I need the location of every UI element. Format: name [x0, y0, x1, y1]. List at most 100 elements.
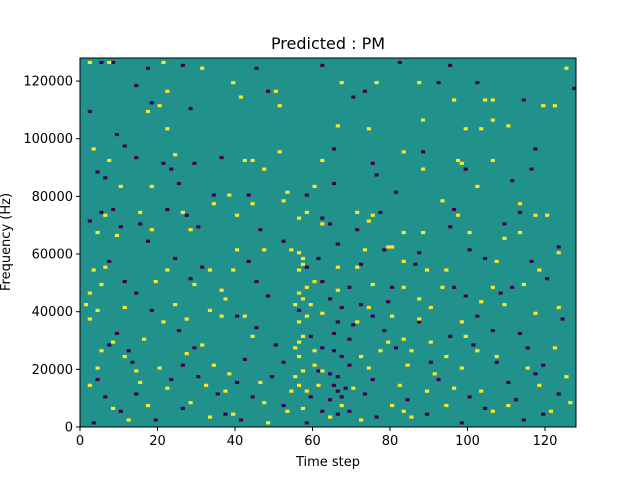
heatmap-cell-high: [475, 184, 480, 189]
heatmap-cell-low: [145, 66, 151, 70]
heatmap-cell-low: [169, 377, 174, 382]
heatmap-cell-high: [490, 98, 495, 102]
heatmap-cell-low: [188, 277, 193, 281]
heatmap-cell-high: [173, 303, 178, 307]
heatmap-cell-high: [552, 104, 557, 108]
heatmap-cell-low: [459, 421, 464, 425]
heatmap-cell-low: [328, 372, 333, 376]
heatmap-cell-low: [335, 320, 340, 324]
heatmap-cell-high: [223, 389, 228, 393]
heatmap-cell-low: [254, 326, 259, 330]
heatmap-cell-low: [436, 81, 441, 85]
heatmap-cell-high: [428, 340, 433, 344]
heatmap-cell-high: [289, 248, 294, 252]
heatmap-cell-high: [297, 216, 302, 220]
heatmap-cell-low: [246, 193, 251, 197]
heatmap-cell-high: [188, 401, 193, 405]
heatmap-cell-high: [300, 256, 306, 261]
heatmap-cell-high: [87, 317, 92, 321]
heatmap-cell-high: [459, 320, 464, 324]
heatmap-cell-low: [390, 285, 395, 289]
heatmap-cell-low: [103, 176, 108, 180]
heatmap-cell-high: [452, 386, 457, 390]
heatmap-cell-low: [370, 314, 375, 318]
heatmap-cell-high: [521, 282, 526, 287]
y-tick-label: 20000: [32, 363, 73, 378]
heatmap-cell-high: [200, 343, 205, 347]
heatmap-cell-high: [467, 230, 472, 235]
heatmap-cell-high: [320, 369, 325, 373]
heatmap-cell-low: [529, 167, 534, 171]
heatmap-cell-high: [417, 317, 422, 321]
heatmap-cell-low: [335, 389, 340, 393]
heatmap-cell-high: [320, 158, 325, 163]
heatmap-cell-high: [297, 354, 302, 359]
heatmap-cell-high: [444, 403, 449, 408]
heatmap-cell-high: [266, 421, 271, 425]
heatmap-cell-high: [149, 228, 154, 232]
heatmap-cell-high: [142, 337, 147, 341]
heatmap-cell-high: [235, 248, 240, 252]
heatmap-cell-high: [111, 340, 116, 344]
heatmap-cell-high: [250, 202, 255, 206]
heatmap-cell-high: [204, 383, 209, 387]
heatmap-cell-high: [401, 285, 406, 289]
heatmap-cell-low: [386, 300, 391, 304]
heatmap-cell-low: [196, 225, 201, 229]
heatmap-cell-high: [440, 199, 445, 203]
heatmap-cell-low: [176, 181, 182, 186]
heatmap-cell-high: [506, 124, 511, 128]
heatmap-cell-low: [343, 386, 348, 390]
heatmap-cell-low: [114, 331, 120, 336]
heatmap-cell-low: [111, 60, 116, 65]
heatmap-cell-high: [417, 81, 422, 85]
heatmap-cell-low: [521, 98, 526, 102]
heatmap-cell-high: [231, 412, 236, 416]
heatmap-cell-low: [126, 349, 131, 353]
heatmap-cell-low: [87, 109, 92, 114]
heatmap-cell-low: [351, 95, 356, 99]
heatmap-cell-high: [502, 236, 507, 240]
x-tick-label: 20: [149, 434, 166, 449]
heatmap-cell-high: [99, 349, 104, 353]
heatmap-cell-high: [548, 409, 554, 413]
heatmap-cell-high: [300, 297, 306, 301]
heatmap-cell-high: [161, 60, 166, 65]
heatmap-cell-high: [262, 167, 267, 171]
heatmap-cell-low: [475, 81, 480, 85]
heatmap-cell-high: [401, 150, 406, 154]
heatmap-cell-low: [304, 265, 309, 269]
heatmap-cell-low: [498, 291, 503, 295]
heatmap-cell-high: [200, 66, 205, 70]
heatmap-cell-low: [525, 346, 530, 350]
heatmap-cell-high: [207, 415, 213, 419]
heatmap-cell-high: [300, 369, 306, 373]
heatmap-cell-low: [180, 63, 185, 67]
heatmap-cell-high: [122, 305, 127, 310]
x-axis: 0 20 40 60 80 100 120: [76, 427, 557, 449]
heatmap-cell-high: [300, 262, 306, 266]
heatmap-cell-high: [370, 213, 375, 217]
heatmap-cell-high: [556, 305, 561, 310]
heatmap-cell-high: [262, 401, 267, 405]
heatmap-cell-low: [417, 251, 422, 255]
heatmap-cell-low: [254, 279, 259, 284]
heatmap-cell-low: [347, 337, 352, 341]
heatmap-cell-low: [269, 375, 275, 379]
heatmap-cell-low: [397, 60, 402, 65]
heatmap-cell-high: [235, 213, 240, 217]
heatmap-cell-high: [157, 104, 162, 108]
heatmap-cell-high: [308, 303, 313, 307]
heatmap-cell-low: [320, 409, 325, 413]
heatmap-cell-high: [483, 98, 488, 102]
heatmap-cell-high: [227, 193, 232, 197]
heatmap-cell-high: [114, 233, 120, 238]
heatmap-cell-high: [300, 334, 306, 338]
heatmap-cell-high: [432, 372, 437, 376]
heatmap-cell-low: [517, 331, 523, 336]
heatmap-cell-low: [184, 213, 189, 217]
heatmap-cell-high: [475, 349, 480, 353]
heatmap-cell-high: [351, 386, 356, 390]
heatmap-cell-low: [91, 421, 96, 425]
heatmap-cell-high: [490, 285, 495, 289]
